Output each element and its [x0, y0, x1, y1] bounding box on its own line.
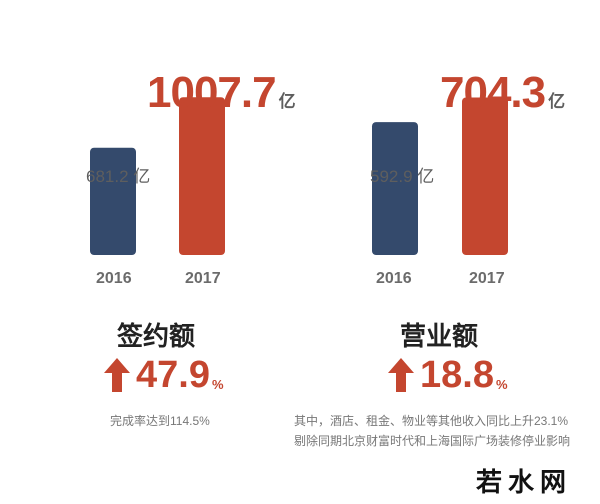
chart1-value-label-2017: 1007.7 亿	[147, 68, 296, 117]
chart1-note: 完成率达到114.5%	[110, 411, 210, 431]
chart2-growth-value: 18.8	[420, 354, 494, 396]
chart1-growth: 47.9 %	[104, 356, 224, 394]
chart2-growth: 18.8 %	[388, 356, 508, 394]
chart2-value-label-2017: 704.3 亿	[440, 68, 566, 117]
chart1-growth-value: 47.9	[136, 354, 210, 396]
chart1-tick-2016: 2016	[96, 270, 132, 287]
chart1-growth-unit: %	[211, 377, 224, 392]
bar-charts-svg	[52, 97, 548, 258]
chart2-bar-2016	[372, 122, 418, 255]
up-arrow-icon	[388, 358, 414, 392]
chart2-growth-unit: %	[495, 377, 508, 392]
chart1-note-line: 完成率达到114.5%	[110, 414, 210, 428]
chart2-note-line-1: 其中，酒店、租金、物业等其他收入同比上升23.1%	[294, 414, 569, 428]
chart2-note: 其中，酒店、租金、物业等其他收入同比上升23.1% 剔除同期北京财富时代和上海国…	[294, 411, 570, 451]
chart2-note-line-2: 剔除同期北京财富时代和上海国际广场装修停业影响	[294, 434, 571, 448]
watermark-logo: 若水网	[476, 467, 573, 497]
chart1-bar-2017	[179, 97, 225, 255]
chart2-value-label-2016: 592.9 亿	[370, 167, 435, 186]
chart1-bar-2016	[90, 147, 136, 255]
chart1-title: 签约额	[117, 321, 196, 351]
chart2-title: 营业额	[400, 321, 479, 351]
chart1-tick-2017: 2017	[185, 270, 221, 287]
chart2-tick-2017: 2017	[469, 270, 505, 287]
charts-area: 681.2 亿 1007.7 亿 2016 2017 592.9 亿 704.3 亿…	[52, 68, 566, 287]
up-arrow-icon	[104, 358, 130, 392]
chart2-tick-2016: 2016	[376, 270, 412, 287]
chart1-value-label-2016: 681.2 亿	[86, 167, 151, 186]
chart2-bar-2017	[462, 97, 508, 256]
